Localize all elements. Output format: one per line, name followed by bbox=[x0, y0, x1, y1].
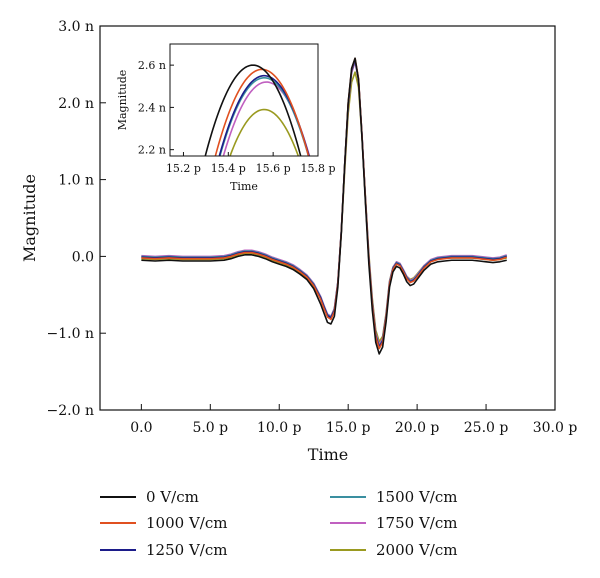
main-x-tick-label: 0.0 bbox=[130, 420, 152, 436]
main-y-tick-label: 3.0 n bbox=[58, 19, 94, 35]
main-y-axis-title: Magnitude bbox=[20, 174, 39, 262]
main-x-tick-label: 20.0 p bbox=[395, 420, 440, 436]
inset-y-tick-label: 2.4 n bbox=[138, 101, 166, 114]
inset-plot: 15.2 p 15.4 p 15.6 p 15.8 p 2.6 n 2.4 n 2.2 n… bbox=[116, 43, 336, 193]
inset-series-line bbox=[204, 64, 302, 156]
inset-x-tick-label: 15.2 p bbox=[166, 162, 201, 175]
main-y-tick-label: 1.0 n bbox=[58, 173, 94, 189]
legend-label: 1500 V/cm bbox=[376, 488, 457, 506]
main-y-tick-label: −1.0 n bbox=[47, 326, 94, 342]
inset-y-tick-label: 2.6 n bbox=[138, 59, 166, 72]
inset-x-ticks: 15.2 p 15.4 p 15.6 p 15.8 p bbox=[166, 152, 336, 175]
main-plot-frame bbox=[99, 25, 556, 411]
main-x-ticks: 0.0 5.0 p 10.0 p 15.0 p 20.0 p 25.0 p 30.0 p bbox=[130, 404, 577, 436]
inset-plot-background bbox=[170, 44, 318, 156]
legend-label: 0 V/cm bbox=[146, 488, 199, 506]
inset-plot-frame bbox=[169, 43, 319, 157]
inset-x-tick-label: 15.8 p bbox=[300, 162, 335, 175]
legend-label: 1000 V/cm bbox=[146, 514, 227, 532]
main-plot: 0.0 5.0 p 10.0 p 15.0 p 20.0 p 25.0 p 30.0 p 3… bbox=[20, 19, 577, 464]
main-series-line bbox=[141, 57, 507, 355]
main-x-tick-label: 15.0 p bbox=[326, 420, 371, 436]
main-x-axis-title: Time bbox=[308, 445, 348, 464]
legend-item: 1250 V/cm bbox=[100, 541, 227, 559]
main-x-tick-label: 30.0 p bbox=[533, 420, 578, 436]
inset-y-tick-label: 2.2 n bbox=[138, 144, 166, 157]
main-y-tick-label: 2.0 n bbox=[58, 96, 94, 112]
main-y-tick-label: −2.0 n bbox=[47, 403, 94, 419]
inset-series-line bbox=[219, 77, 310, 156]
main-y-tick-label: 0.0 bbox=[72, 249, 94, 265]
legend-item: 1750 V/cm bbox=[330, 514, 457, 532]
legend-item: 0 V/cm bbox=[100, 488, 199, 506]
main-y-ticks: 3.0 n 2.0 n 1.0 n 0.0 −1.0 n −2.0 n bbox=[47, 19, 106, 419]
main-x-tick-label: 25.0 p bbox=[464, 420, 509, 436]
main-x-tick-label: 5.0 p bbox=[192, 420, 228, 436]
main-series-lines bbox=[141, 57, 507, 355]
inset-x-tick-label: 15.6 p bbox=[256, 162, 291, 175]
legend-item: 1500 V/cm bbox=[330, 488, 457, 506]
inset-y-ticks: 2.6 n 2.4 n 2.2 n bbox=[138, 59, 174, 157]
inset-y-axis-title: Magnitude bbox=[116, 70, 129, 131]
legend-label: 2000 V/cm bbox=[376, 541, 457, 559]
inset-x-tick-label: 15.4 p bbox=[211, 162, 246, 175]
main-x-tick-label: 10.0 p bbox=[257, 420, 302, 436]
inset-series-line bbox=[214, 68, 310, 156]
legend-item: 1000 V/cm bbox=[100, 514, 227, 532]
inset-x-axis-title: Time bbox=[230, 180, 258, 193]
inset-series-line bbox=[229, 108, 300, 156]
legend-item: 2000 V/cm bbox=[330, 541, 457, 559]
legend-label: 1250 V/cm bbox=[146, 541, 227, 559]
legend-label: 1750 V/cm bbox=[376, 514, 457, 532]
inset-series-lines bbox=[204, 64, 311, 156]
legend: 0 V/cm 1000 V/cm 1250 V/cm 1500 V/cm 1750 V/… bbox=[100, 488, 457, 559]
